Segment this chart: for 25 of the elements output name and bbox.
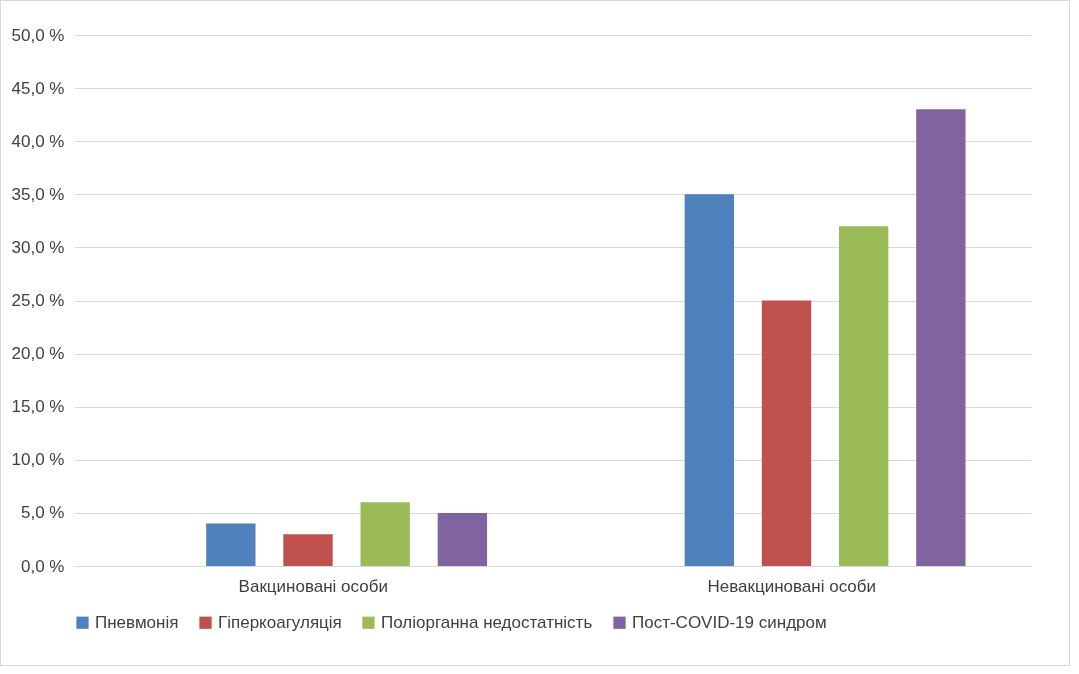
bar (283, 534, 333, 566)
bar (360, 502, 410, 566)
y-tick-label: 0,0 % (21, 556, 65, 576)
bar (761, 300, 812, 566)
x-tick-label: Невакциновані особи (707, 576, 877, 596)
y-tick-label: 15,0 % (11, 397, 65, 417)
y-tick-label: 5,0 % (21, 503, 65, 523)
y-tick-label: 50,0 % (11, 25, 65, 45)
y-tick-label: 40,0 % (11, 131, 65, 151)
bar (684, 194, 735, 566)
y-tick-label: 25,0 % (11, 291, 65, 310)
y-tick-label: 20,0 % (11, 344, 65, 364)
bar (437, 512, 488, 566)
bar (839, 226, 889, 566)
y-tick-label: 35,0 % (11, 184, 65, 204)
y-tick-label: 30,0 % (11, 237, 65, 257)
legend-label: Поліорганна недостатність (381, 612, 593, 632)
bar (206, 523, 256, 566)
legend-label: Пневмонія (95, 612, 179, 632)
y-tick-label: 45,0 % (11, 78, 65, 98)
y-tick-label: 10,0 % (11, 450, 65, 470)
x-tick-label: Вакциновані особи (238, 576, 388, 596)
bar (916, 109, 966, 566)
legend-label: Пост-COVID-19 синдром (632, 612, 827, 632)
legend-label: Гіперкоагуляція (218, 612, 342, 632)
